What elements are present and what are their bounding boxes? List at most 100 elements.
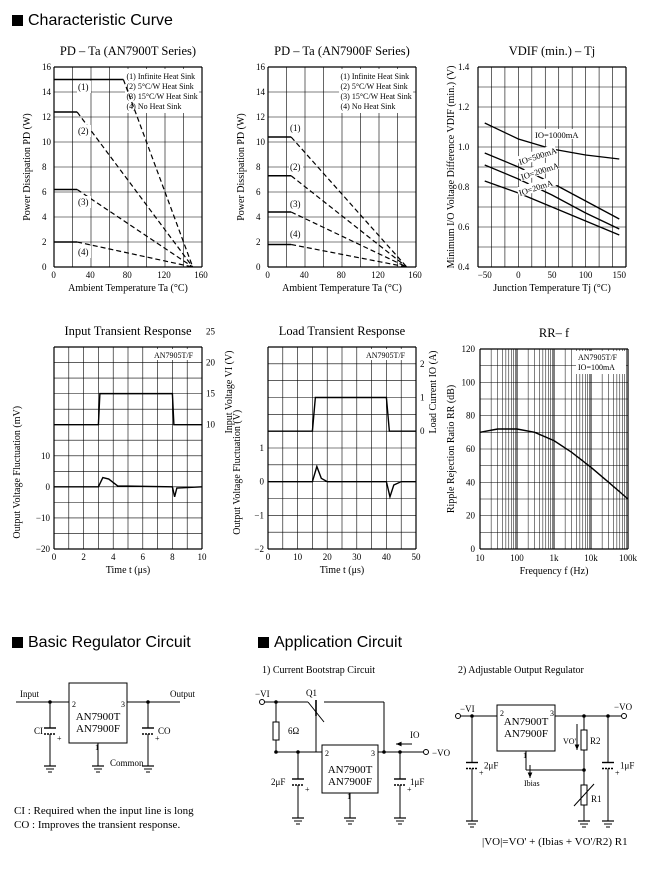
section-basic-regulator: Basic Regulator Circuit [12,634,191,652]
series-line-dashed [76,189,194,268]
x-tick-label: 0 [52,552,57,562]
y-tick-label: 4 [42,212,47,222]
label-bg [289,198,303,210]
capacitor-polarity: + [305,785,310,794]
y-tick-label: 20 [466,511,476,521]
x-tick-label: 6 [141,552,146,562]
label-bg [77,125,91,137]
chart-annotation: AN7905T/F [366,351,406,360]
x-tick-label: 30 [352,552,362,562]
x-tick-label: 40 [382,552,392,562]
resistor-icon [580,729,588,751]
transistor-label: Q1 [306,688,317,698]
y-tick-label: 0.8 [458,182,470,192]
x-tick-label: 40 [300,270,310,280]
x-tick-label: 100 [510,553,524,563]
capacitor-label: CI [34,726,43,736]
legend-entry: (1) Infinite Heat Sink [341,72,410,81]
common-label: Common [110,758,144,768]
x-tick-label: 8 [170,552,175,562]
x-tick-label: 4 [111,552,116,562]
y-tick-label: 100 [462,377,476,387]
label-bg [289,122,303,134]
output-fluctuation-trace [268,464,416,500]
y-tick-label: 0 [46,482,51,492]
capacitor-polarity: + [615,769,620,778]
x-axis-label: Ambient Temperature Ta (°C) [68,283,188,294]
y-axis-label: Minimum I/O Voltage Difference VDIF (min… [446,66,457,269]
bullet-square-icon [12,637,23,648]
terminal-icon [423,749,429,755]
transistor-icon [315,711,325,723]
formula-text: |VO|=VO' + (Ibias + VO'/R2) R1 [482,836,628,848]
capacitor-polarity: + [479,769,484,778]
resistor-label: 6Ω [288,726,300,736]
arrow-head-icon [574,744,580,750]
x-tick-label: 120 [157,270,171,280]
label-bg [77,196,91,208]
y-tick-label: 10 [42,137,52,147]
y-tick-label: −20 [36,544,51,554]
y-tick-label: 14 [42,87,52,97]
y2-axis-label: Input Voltage VI (V) [224,350,235,433]
y2-tick-label: 25 [206,326,216,336]
series-line-dashed [290,175,408,268]
resistor-icon [272,721,280,741]
y-axis-label: Ripple Rejection Ratio RR (dB) [446,385,457,513]
x-axis-label: Frequency f (Hz) [520,566,589,577]
pin-label: 2 [72,700,76,709]
y-axis-label: Power Dissipation PD (W) [236,113,247,221]
label-bg [516,175,558,198]
transistor-icon [307,701,317,713]
ic-label: AN7900T [328,764,373,776]
regulator-ic-box [321,744,379,794]
legend-entry: (3) 15°C/W Heat Sink [341,92,412,101]
pin-label: 1 [523,751,527,760]
series-label: (2) [290,162,301,172]
arrow-head-icon [527,772,533,778]
y-tick-label: 10 [256,137,266,147]
capacitor-label: CO [158,726,171,736]
y-tick-label: 80 [466,411,476,421]
pin-label: 2 [500,709,504,718]
y2-axis-label: Load Current IO (A) [428,350,439,433]
resistor-label: R2 [590,736,601,746]
regulator-ic-box [496,704,556,752]
y-axis-label: Output Voltage Fluctuation (mV) [12,406,23,539]
x-tick-label: 80 [337,270,347,280]
label-bg [516,144,558,167]
ic-label: AN7900F [504,728,548,740]
series-label: (4) [78,247,89,257]
load-current-trace [268,396,416,432]
series-line-dashed [76,241,193,268]
app1-title: 1) Current Bootstrap Circuit [262,665,375,676]
chart-annotation: IO=100mA [578,363,615,372]
y-tick-label: 8 [256,162,261,172]
input-voltage-trace [54,392,202,426]
resistor-label: R1 [591,794,602,804]
x-tick-label: 80 [123,270,133,280]
chart-title: PD – Ta (AN7900T Series) [60,44,196,58]
note-ci: CI : Required when the input line is lon… [14,805,194,817]
series-label: (4) [290,229,301,239]
capacitor-label: 1μF [620,761,634,771]
annotation-bg [152,349,200,360]
y2-tick-label: 2 [420,359,425,369]
x-axis-label: Time t (μs) [106,565,150,576]
bullet-square-icon [258,637,269,648]
input-label: Input [20,689,39,699]
y-tick-label: 12 [256,112,265,122]
x-tick-label: 100k [619,553,638,563]
y-tick-label: −1 [254,510,264,520]
legend-entry: (2) 5°C/W Heat Sink [127,82,194,91]
x-axis-label: Junction Temperature Tj (°C) [493,283,611,294]
x-tick-label: 20 [323,552,333,562]
pin-label: 1 [95,743,99,752]
y2-tick-label: 0 [420,426,425,436]
legend-entry: (3) 15°C/W Heat Sink [127,92,198,101]
arrow-head-icon [396,741,402,747]
regulator-ic-box [68,682,128,744]
x-tick-label: 10 [293,552,303,562]
x-tick-label: 150 [613,270,627,280]
